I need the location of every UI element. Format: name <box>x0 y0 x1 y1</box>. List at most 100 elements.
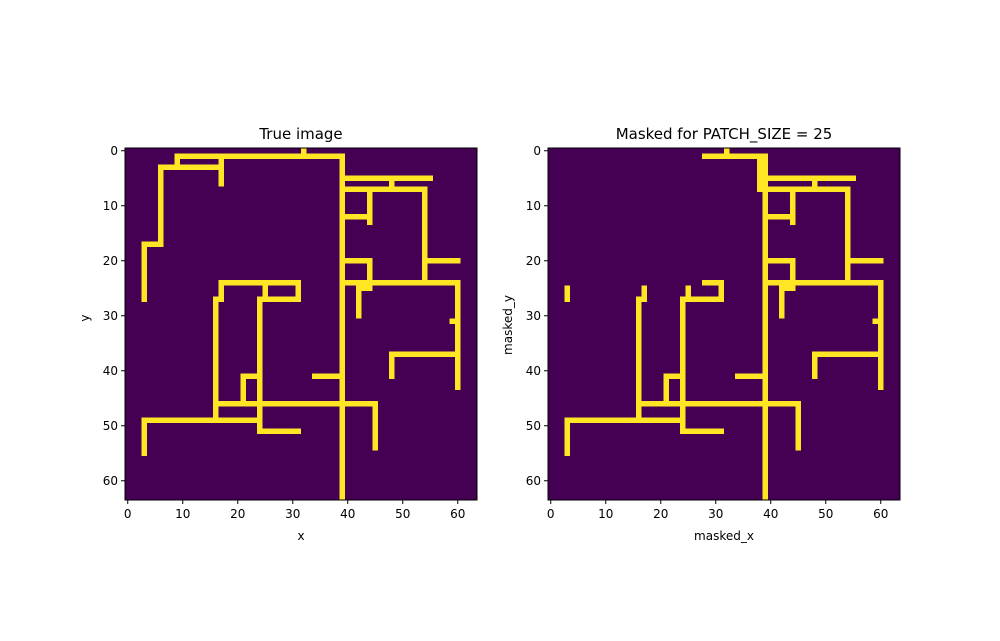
y-tick-label: 10 <box>103 199 118 213</box>
heatmap-segment <box>218 280 224 302</box>
heatmap-area: 0 10 20 30 40 50 60 0 10 20 30 40 50 60 <box>103 144 478 521</box>
heatmap-segment <box>636 401 801 407</box>
y-tick-label: 20 <box>103 254 118 268</box>
y-tick-label: 30 <box>526 309 541 323</box>
heatmap-segment <box>213 296 219 418</box>
x-tick-label: 40 <box>763 507 778 521</box>
heatmap-segment <box>762 214 796 220</box>
axes-frame <box>547 147 901 501</box>
heatmap-segment <box>702 280 724 286</box>
heatmap-segment <box>878 280 884 390</box>
heatmap-segment <box>367 186 373 225</box>
heatmap-segment <box>663 373 686 379</box>
heatmap-background <box>548 148 900 500</box>
heatmap-segment <box>779 285 796 291</box>
heatmap-segment <box>158 164 224 170</box>
heatmap-segment <box>762 280 884 286</box>
y-tick-label: 10 <box>526 199 541 213</box>
heatmap-segment <box>455 280 461 390</box>
heatmap-segment <box>240 373 263 379</box>
heatmap-segment <box>218 280 301 286</box>
y-tick-label: 60 <box>526 474 541 488</box>
heatmap-segment <box>790 258 796 286</box>
heatmap-segment <box>312 373 345 379</box>
heatmap-segment <box>762 186 851 192</box>
heatmap-segment <box>389 175 395 192</box>
heatmap-segment <box>389 351 461 357</box>
y-tick-label: 50 <box>103 419 118 433</box>
heatmap-segment <box>449 318 461 324</box>
y-tick-label: 40 <box>526 364 541 378</box>
heatmap-segment <box>367 258 373 286</box>
heatmap-segment <box>680 296 686 434</box>
y-tick-label: 40 <box>103 364 118 378</box>
heatmap-segment <box>872 318 884 324</box>
x-tick-label: 60 <box>873 507 888 521</box>
heatmap-segment <box>339 175 433 181</box>
x-axis-label: masked_x <box>694 529 754 543</box>
heatmap-segment <box>301 148 307 159</box>
panel-title: Masked for PATCH_SIZE = 25 <box>616 125 833 144</box>
heatmap-segment <box>564 285 570 302</box>
y-tick-label: 20 <box>526 254 541 268</box>
heatmap-segment <box>158 164 164 247</box>
heatmap-area: 0 10 20 30 40 50 60 0 10 20 30 40 50 60 <box>526 144 901 521</box>
y-axis-label: masked_y <box>501 295 515 355</box>
heatmap-segment <box>339 280 461 286</box>
heatmap-segment <box>422 258 461 264</box>
heatmap-segment <box>213 401 378 407</box>
heatmap-segment <box>295 280 301 302</box>
x-tick-label: 20 <box>653 507 668 521</box>
heatmap-segment <box>812 351 818 379</box>
masked-image-panel: Masked for PATCH_SIZE = 25 masked_x mask… <box>501 125 901 543</box>
x-tick-label: 60 <box>450 507 465 521</box>
heatmap-segment <box>141 417 147 456</box>
heatmap-segment <box>779 280 785 319</box>
y-tick-label: 30 <box>103 309 118 323</box>
heatmap-segment <box>680 428 724 434</box>
heatmap-segment <box>262 280 268 302</box>
x-axis-label: x <box>297 529 304 543</box>
axes-frame <box>124 147 478 501</box>
heatmap-segment <box>724 148 730 159</box>
y-axis-label: y <box>78 314 92 321</box>
heatmap-segment <box>339 258 373 264</box>
heatmap-segment <box>812 175 818 192</box>
heatmap-segment <box>180 153 345 159</box>
heatmap-segment <box>735 373 768 379</box>
y-tick-label: 50 <box>526 419 541 433</box>
x-tick-label: 50 <box>395 507 410 521</box>
heatmap-segment <box>141 417 263 423</box>
x-tick-label: 10 <box>598 507 613 521</box>
heatmap-segment <box>372 401 378 451</box>
heatmap-segment <box>663 373 669 407</box>
x-tick-label: 20 <box>230 507 245 521</box>
x-tick-label: 40 <box>340 507 355 521</box>
heatmap-segment <box>257 296 301 302</box>
x-tick-label: 0 <box>124 507 132 521</box>
x-tick-label: 30 <box>285 507 300 521</box>
heatmap-background <box>125 148 477 500</box>
true-image-panel: True image x y 0 10 20 30 40 50 60 0 10 20 30 40 50 6… <box>78 125 478 543</box>
heatmap-segment <box>240 373 246 407</box>
heatmap-segment <box>790 186 796 225</box>
heatmap-segment <box>762 175 856 181</box>
heatmap-segment <box>641 285 647 302</box>
heatmap-segment <box>356 285 373 291</box>
heatmap-segment <box>339 186 428 192</box>
heatmap-segment <box>141 241 164 247</box>
heatmap-segment <box>757 153 763 192</box>
x-tick-label: 0 <box>547 507 555 521</box>
heatmap-segment <box>389 351 395 379</box>
y-tick-label: 60 <box>103 474 118 488</box>
heatmap-segment <box>356 280 362 319</box>
heatmap-segment <box>845 258 884 264</box>
heatmap-segment <box>564 417 686 423</box>
heatmap-segment <box>257 428 301 434</box>
heatmap-segment <box>795 401 801 451</box>
heatmap-segment <box>680 296 724 302</box>
heatmap-segment <box>845 186 851 286</box>
heatmap-segment <box>339 153 345 500</box>
heatmap-segment <box>718 280 724 302</box>
